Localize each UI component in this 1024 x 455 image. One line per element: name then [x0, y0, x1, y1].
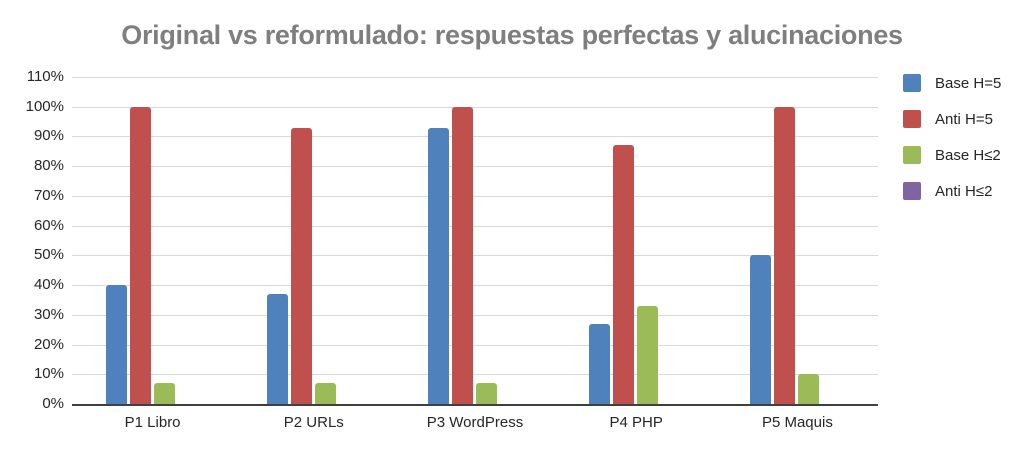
x-tick-label: P1 Libro	[124, 414, 181, 431]
legend-label: Anti H=5	[935, 110, 993, 128]
legend-label: Anti H≤2	[935, 182, 993, 200]
legend: Base H=5 Anti H=5 Base H≤2 Anti H≤2	[903, 65, 1001, 209]
bar-base-h-2-4	[637, 305, 659, 404]
x-tick-label: P4 PHP	[609, 414, 663, 431]
gridline	[72, 225, 878, 227]
y-tick-label: 90%	[33, 127, 64, 145]
bar-base-h-2-1	[153, 383, 175, 404]
gridline	[72, 374, 878, 376]
y-tick-label: 30%	[33, 305, 64, 323]
y-tick-label: 40%	[33, 276, 64, 294]
x-axis-line	[72, 404, 878, 406]
legend-swatch	[903, 146, 921, 164]
bar-base-h-2-5	[798, 374, 820, 404]
y-tick-label: 20%	[33, 335, 64, 353]
bar-anti-h-5-5	[774, 106, 796, 404]
gridline	[72, 106, 878, 108]
legend-swatch	[903, 182, 921, 200]
gridline	[72, 344, 878, 346]
legend-item: Anti H=5	[903, 101, 1001, 137]
gridline	[72, 314, 878, 316]
legend-swatch	[903, 110, 921, 128]
bar-base-h-5-4	[589, 323, 611, 404]
legend-item: Base H≤2	[903, 137, 1001, 173]
bar-base-h-5-2	[266, 294, 288, 404]
legend-label: Base H≤2	[935, 146, 1001, 164]
gridline	[72, 195, 878, 197]
y-tick-label: 110%	[26, 68, 64, 85]
gridline	[72, 136, 878, 138]
bar-anti-h-5-4	[613, 145, 635, 404]
x-tick-label: P5 Maquis	[761, 414, 833, 431]
bar-base-h-2-3	[476, 383, 497, 404]
legend-item: Base H=5	[903, 65, 1001, 101]
y-tick-label: 0%	[42, 395, 64, 412]
bar-base-h-5-3	[428, 127, 449, 404]
bar-base-h-5-5	[750, 255, 772, 404]
plot-area	[72, 77, 878, 404]
y-tick-label: 100%	[25, 97, 64, 115]
x-tick-label: P3 WordPress	[426, 414, 524, 431]
legend-item: Anti H≤2	[903, 173, 1001, 209]
legend-swatch	[903, 74, 921, 92]
bar-base-h-2-2	[314, 383, 336, 404]
y-tick-label: 80%	[33, 157, 64, 175]
bar-base-h-5-1	[105, 285, 127, 404]
gridline	[72, 166, 878, 168]
y-tick-label: 70%	[33, 186, 64, 204]
y-tick-label: 60%	[33, 216, 64, 234]
gridline	[72, 285, 878, 287]
gridline	[72, 77, 878, 78]
bar-anti-h-5-2	[290, 127, 312, 404]
bar-anti-h-5-1	[129, 106, 151, 404]
y-tick-label: 10%	[33, 365, 64, 383]
y-tick-label: 50%	[33, 246, 64, 264]
legend-label: Base H=5	[935, 74, 1002, 92]
chart-title: Original vs reformulado: respuestas perf…	[121, 20, 903, 50]
bar-anti-h-5-3	[452, 106, 473, 404]
x-tick-label: P2 URLs	[283, 414, 344, 431]
gridline	[72, 255, 878, 257]
